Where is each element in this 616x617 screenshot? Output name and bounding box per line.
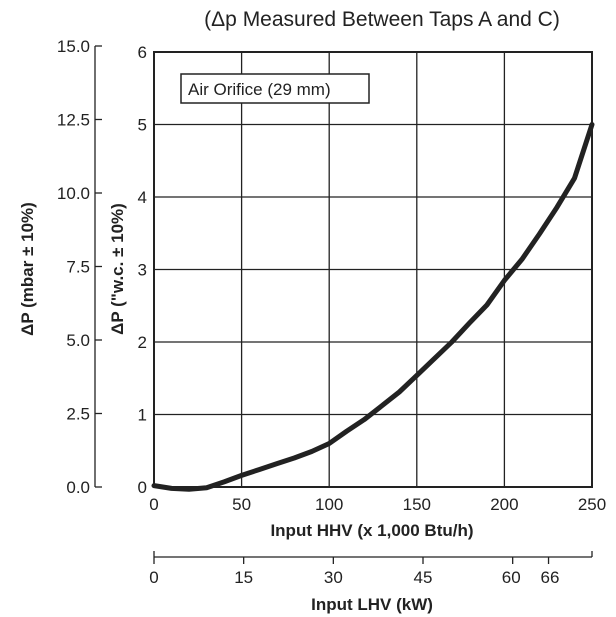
y2-tick-label: 2.5 <box>66 405 90 424</box>
y-tick-label: 4 <box>138 188 147 207</box>
x-tick-label: 100 <box>315 495 343 514</box>
annotation-frame <box>180 73 370 104</box>
grid-lines <box>154 52 592 487</box>
x2-tick-label: 45 <box>414 568 433 587</box>
x-tick-label: 150 <box>403 495 431 514</box>
y-tick-label: 5 <box>138 116 147 135</box>
y-tick-label: 3 <box>138 261 147 280</box>
y2-tick-label: 0.0 <box>66 478 90 497</box>
annotation-box: Air Orifice (29 mm) <box>180 73 370 104</box>
series-layer <box>151 122 595 492</box>
x-tick-label: 200 <box>490 495 518 514</box>
y-tick-label: 2 <box>138 333 147 352</box>
y2-axis-title: ΔP (mbar ± 10%) <box>18 202 37 336</box>
x2-tick-label: 30 <box>324 568 343 587</box>
y2-tick-label: 10.0 <box>57 184 90 203</box>
plot-frame <box>153 51 593 488</box>
x2-tick-label: 60 <box>502 568 521 587</box>
y-axis-title: ΔP ("w.c. ± 10%) <box>108 203 127 335</box>
series-line <box>151 122 595 492</box>
x-tick-label: 0 <box>149 495 158 514</box>
x2-axis-title: Input LHV (kW) <box>311 595 433 614</box>
x-tick-label: 250 <box>578 495 606 514</box>
y2-tick-label: 15.0 <box>57 37 90 56</box>
y2-tick-label: 5.0 <box>66 331 90 350</box>
annotation-label: Air Orifice (29 mm) <box>188 80 331 99</box>
y-tick-label: 0 <box>138 478 147 497</box>
x2-tick-label: 66 <box>541 568 560 587</box>
x-tick-label: 50 <box>232 495 251 514</box>
axes-layer: 0 50 100 150 200 25001234560.02.55.07.510.012… <box>57 37 606 587</box>
y-tick-label: 1 <box>138 406 147 425</box>
x2-tick-label: 0 <box>149 568 158 587</box>
x-axis-title: Input HHV (x 1,000 Btu/h) <box>270 521 473 540</box>
x2-tick-label: 15 <box>234 568 253 587</box>
y2-tick-label: 7.5 <box>66 258 90 277</box>
chart-title: (Δp Measured Between Taps A and C) <box>204 8 560 31</box>
y-tick-label: 6 <box>138 43 147 62</box>
y2-tick-label: 12.5 <box>57 111 90 130</box>
